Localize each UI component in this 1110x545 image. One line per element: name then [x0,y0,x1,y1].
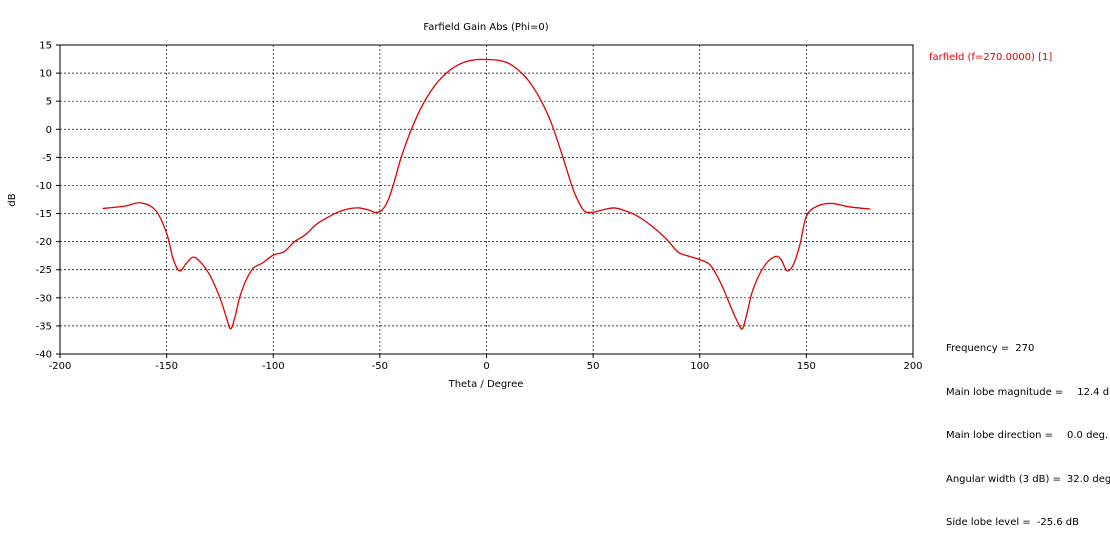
direction-value: 0.0 deg. [1067,430,1109,441]
y-tick-label: -15 [36,209,52,220]
info-main-lobe-direction: Main lobe direction = 0.0 deg. [946,429,1110,444]
chart-title: Farfield Gain Abs (Phi=0) [423,22,548,33]
axis-ticks: -200 -150 -100 -50 0 50 100 150 200151050-5-10-1… [36,41,923,373]
magnitude-value: 12.4 dB [1077,386,1110,398]
info-frequency: Frequency = 270 [946,342,1110,357]
series-layer [102,58,871,330]
y-tick-label: -35 [36,321,52,332]
y-tick-label: 15 [39,41,52,52]
farfield-chart: Farfield Gain Abs (Phi=0) -200 -150 -100 -5… [7,22,1052,390]
plot-frame [59,44,914,355]
info-side-lobe-level: Side lobe level = -25.6 dB [946,516,1110,531]
y-tick-label: -5 [42,153,52,164]
x-tick-label: 150 [797,361,816,372]
y-tick-label: -30 [36,293,52,304]
sidelobe-value: -25.6 dB [1036,517,1079,528]
grid-lines [60,45,913,354]
x-tick-label: -50 [372,361,388,372]
x-tick-label: 50 [587,361,600,372]
x-axis-title: Theta / Degree [448,379,524,390]
x-tick-label: -200 [49,361,72,372]
y-tick-label: -25 [36,265,52,276]
y-tick-label: 10 [39,69,52,80]
y-tick-label: -10 [36,181,52,192]
sidelobe-label: Side lobe level = [946,517,1031,528]
magnitude-label: Main lobe magnitude = [946,386,1064,398]
x-tick-label: 0 [483,361,489,372]
x-tick-label: -100 [262,361,285,372]
legend-entry-farfield: farfield (f=270.0000) [1] [929,52,1052,63]
frequency-label: Frequency = [946,343,1010,354]
direction-label: Main lobe direction = [946,430,1054,441]
info-angular-width: Angular width (3 dB) = 32.0 deg. [946,473,1110,488]
x-tick-label: 100 [690,361,709,372]
width-label: Angular width (3 dB) = [946,473,1061,485]
y-tick-label: 0 [46,125,52,136]
x-tick-label: -150 [155,361,178,372]
y-tick-label: 5 [46,97,52,108]
farfield-info-panel: Frequency = 270 Main lobe magnitude = 12… [946,313,1110,545]
y-axis-title: dB [7,193,18,206]
y-tick-label: -20 [36,237,52,248]
frequency-value: 270 [1015,343,1035,354]
series-line-farfield [102,58,871,330]
width-value: 32.0 deg. [1066,473,1110,485]
y-tick-label: -40 [36,350,52,361]
x-tick-label: 200 [903,361,922,372]
info-main-lobe-magnitude: Main lobe magnitude = 12.4 dB [946,386,1110,401]
